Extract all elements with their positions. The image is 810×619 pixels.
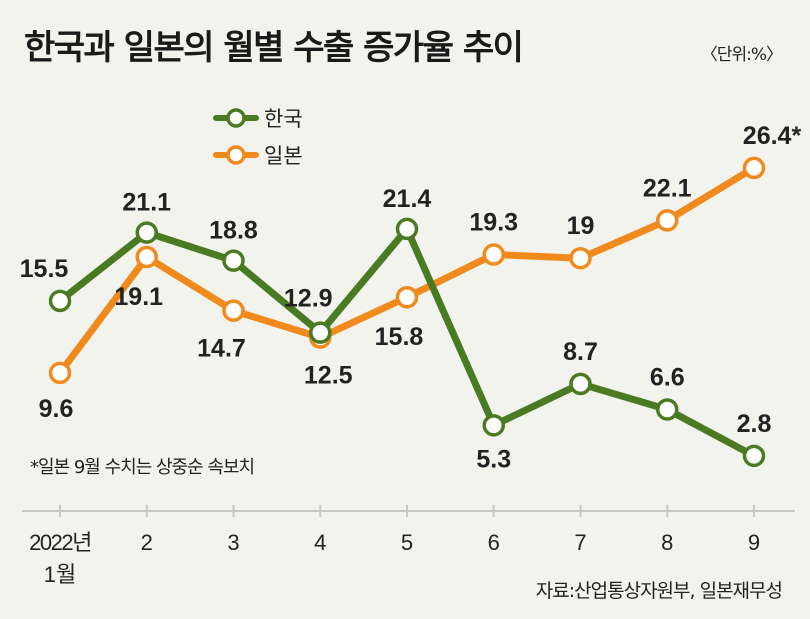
legend-marker xyxy=(226,108,246,128)
x-tick-label: 7 xyxy=(574,530,586,555)
data-point-korea xyxy=(309,321,332,344)
data-label-japan: 14.7 xyxy=(197,335,246,363)
x-tick-label: 8 xyxy=(661,530,673,555)
legend-label: 일본 xyxy=(264,144,303,168)
x-tick-sublabel: 1월 xyxy=(44,562,76,587)
data-point-korea xyxy=(395,217,419,241)
data-label-korea: 18.8 xyxy=(209,217,258,245)
data-point-japan xyxy=(569,246,592,270)
footnote: *일본 9월 수치는 상중순 속보치 xyxy=(30,457,255,478)
x-tick-label: 2022년 xyxy=(29,530,91,555)
data-point-korea xyxy=(482,414,505,437)
data-label-korea: 6.6 xyxy=(650,363,685,391)
data-label-korea: 15.5 xyxy=(20,255,69,283)
data-point-korea xyxy=(48,289,72,313)
data-label-japan: 26.4* xyxy=(743,122,802,150)
data-label-korea: 21.4 xyxy=(383,185,432,213)
data-label-japan: 15.8 xyxy=(375,323,424,351)
data-point-japan xyxy=(48,361,72,385)
data-point-japan xyxy=(135,245,158,269)
data-label-japan: 12.5 xyxy=(304,362,353,390)
data-point-japan xyxy=(742,156,766,180)
x-tick-label: 9 xyxy=(748,530,760,555)
data-label-japan: 22.1 xyxy=(643,174,692,202)
x-tick-label: 4 xyxy=(314,530,326,555)
data-label-korea: 2.8 xyxy=(737,410,772,438)
x-tick-label: 5 xyxy=(401,530,413,555)
data-label-korea: 21.1 xyxy=(122,189,171,217)
data-point-japan xyxy=(656,209,679,232)
data-label-japan: 19 xyxy=(567,212,595,240)
data-label-japan: 19.1 xyxy=(114,283,163,311)
data-label-korea: 12.9 xyxy=(284,285,333,313)
data-point-korea xyxy=(742,444,766,468)
x-axis: 2022년 1월 2 3 4 5 6 7 8 9 xyxy=(22,505,795,587)
legend-item-korea: 한국 xyxy=(213,107,303,131)
data-point-korea xyxy=(222,249,245,272)
data-label-japan: 19.3 xyxy=(469,209,518,237)
legend-item-japan: 일본 xyxy=(213,144,303,168)
data-point-korea xyxy=(135,221,158,244)
data-point-japan xyxy=(395,285,419,309)
x-tick-label: 6 xyxy=(488,530,500,555)
source-credit: 자료:산업통상자원부, 일본재무성 xyxy=(535,580,783,602)
data-label-korea: 8.7 xyxy=(563,338,598,366)
x-tick-label: 2 xyxy=(141,530,153,555)
unit-label: 〈단위:%〉 xyxy=(700,45,783,65)
data-label-japan: 9.6 xyxy=(39,395,74,423)
data-point-korea xyxy=(569,372,592,396)
data-label-korea: 5.3 xyxy=(476,445,511,473)
legend-marker xyxy=(226,145,246,165)
data-point-korea xyxy=(656,398,679,421)
data-point-japan xyxy=(222,299,245,322)
data-point-japan xyxy=(482,243,505,266)
legend-label: 한국 xyxy=(264,107,303,131)
x-tick-label: 3 xyxy=(227,530,239,555)
chart-title: 한국과 일본의 월별 수출 증가율 추이 xyxy=(24,28,524,68)
